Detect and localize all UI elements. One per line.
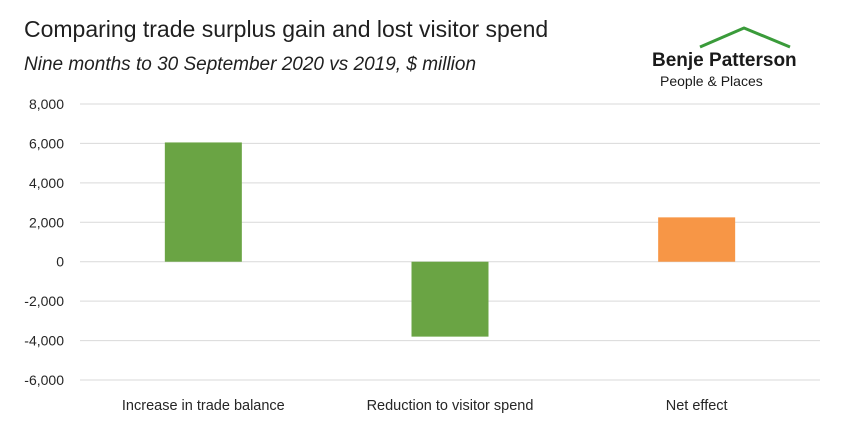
roof-icon bbox=[699, 26, 791, 49]
x-tick-label: Reduction to visitor spend bbox=[367, 398, 534, 414]
y-tick-label: 6,000 bbox=[29, 135, 64, 151]
logo-tagline: People & Places bbox=[660, 73, 763, 89]
bar bbox=[164, 142, 242, 262]
y-tick-label: 0 bbox=[56, 254, 64, 270]
brand-logo: Benje Patterson People & Places bbox=[640, 22, 825, 94]
y-tick-label: 4,000 bbox=[29, 175, 64, 191]
x-tick-label: Increase in trade balance bbox=[122, 398, 285, 414]
y-tick-label: -6,000 bbox=[24, 372, 64, 388]
y-tick-label: 2,000 bbox=[29, 214, 64, 230]
y-tick-label: -2,000 bbox=[24, 293, 64, 309]
logo-name: Benje Patterson bbox=[652, 50, 797, 71]
bar bbox=[411, 261, 489, 337]
chart-subtitle: Nine months to 30 September 2020 vs 2019… bbox=[24, 54, 477, 75]
x-tick-label: Net effect bbox=[666, 398, 728, 414]
bar bbox=[658, 217, 736, 262]
y-tick-label: -4,000 bbox=[24, 333, 64, 349]
chart-title: Comparing trade surplus gain and lost vi… bbox=[24, 16, 549, 42]
y-tick-label: 8,000 bbox=[29, 96, 64, 112]
